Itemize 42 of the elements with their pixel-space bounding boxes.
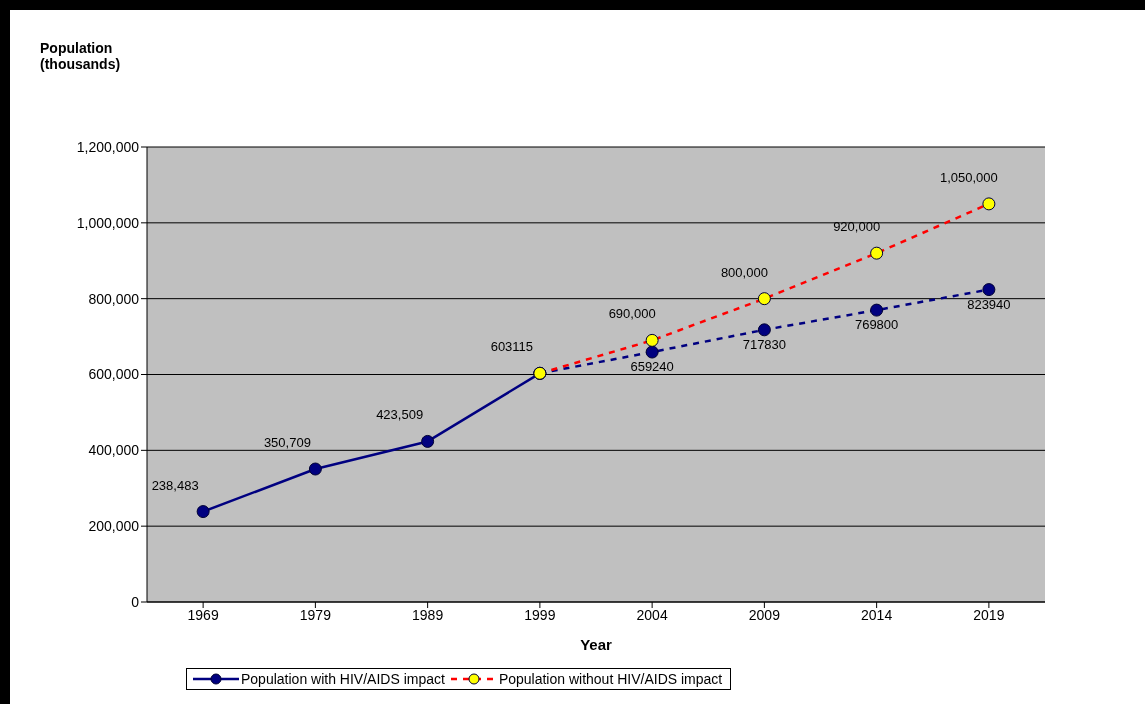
y-tick-label: 800,000 xyxy=(88,290,140,307)
y-tick-label: 1,000,000 xyxy=(76,214,140,231)
data-label: 350,709 xyxy=(263,435,311,451)
data-label: 823940 xyxy=(967,296,1011,312)
legend-label: Population with HIV/AIDS impact xyxy=(241,671,445,687)
point xyxy=(645,333,659,347)
data-label: 690,000 xyxy=(608,306,656,322)
point xyxy=(757,292,771,306)
data-label: 717830 xyxy=(742,336,787,352)
y-tick-label: 1,200,000 xyxy=(76,138,140,155)
data-label: 769800 xyxy=(854,317,899,333)
y-tick-label: 0 xyxy=(131,593,140,610)
point xyxy=(308,462,322,476)
x-tick-label: 1989 xyxy=(412,606,444,623)
x-tick-label: 1979 xyxy=(299,606,332,623)
x-tick-label: 1999 xyxy=(524,606,556,623)
data-label: 423,509 xyxy=(376,407,424,423)
x-tick-label: 2014 xyxy=(861,606,893,623)
legend-label: Population without HIV/AIDS impact xyxy=(498,671,723,687)
y-axis-title: Population (thousands) xyxy=(40,40,122,72)
x-tick-label: 2004 xyxy=(636,606,668,623)
point xyxy=(870,246,884,260)
point xyxy=(982,197,996,211)
data-label: 1,050,000 xyxy=(939,169,998,185)
y-tick-label: 600,000 xyxy=(88,366,140,383)
y-tick-label: 200,000 xyxy=(88,518,140,535)
data-label: 659240 xyxy=(630,359,674,375)
data-label: 603115 xyxy=(490,339,534,355)
point xyxy=(196,505,210,519)
data-label: 920,000 xyxy=(833,219,881,235)
point xyxy=(421,434,435,448)
x-tick-label: 2009 xyxy=(748,606,781,623)
point xyxy=(982,283,996,297)
point xyxy=(870,303,884,317)
x-axis-title: Year xyxy=(580,636,613,653)
x-tick-label: 2019 xyxy=(973,606,1005,623)
y-tick-label: 400,000 xyxy=(88,442,140,459)
data-label: 238,483 xyxy=(151,477,199,493)
data-label: 800,000 xyxy=(720,264,768,280)
x-tick-label: 1969 xyxy=(187,606,219,623)
point xyxy=(757,323,771,337)
point xyxy=(645,345,659,359)
